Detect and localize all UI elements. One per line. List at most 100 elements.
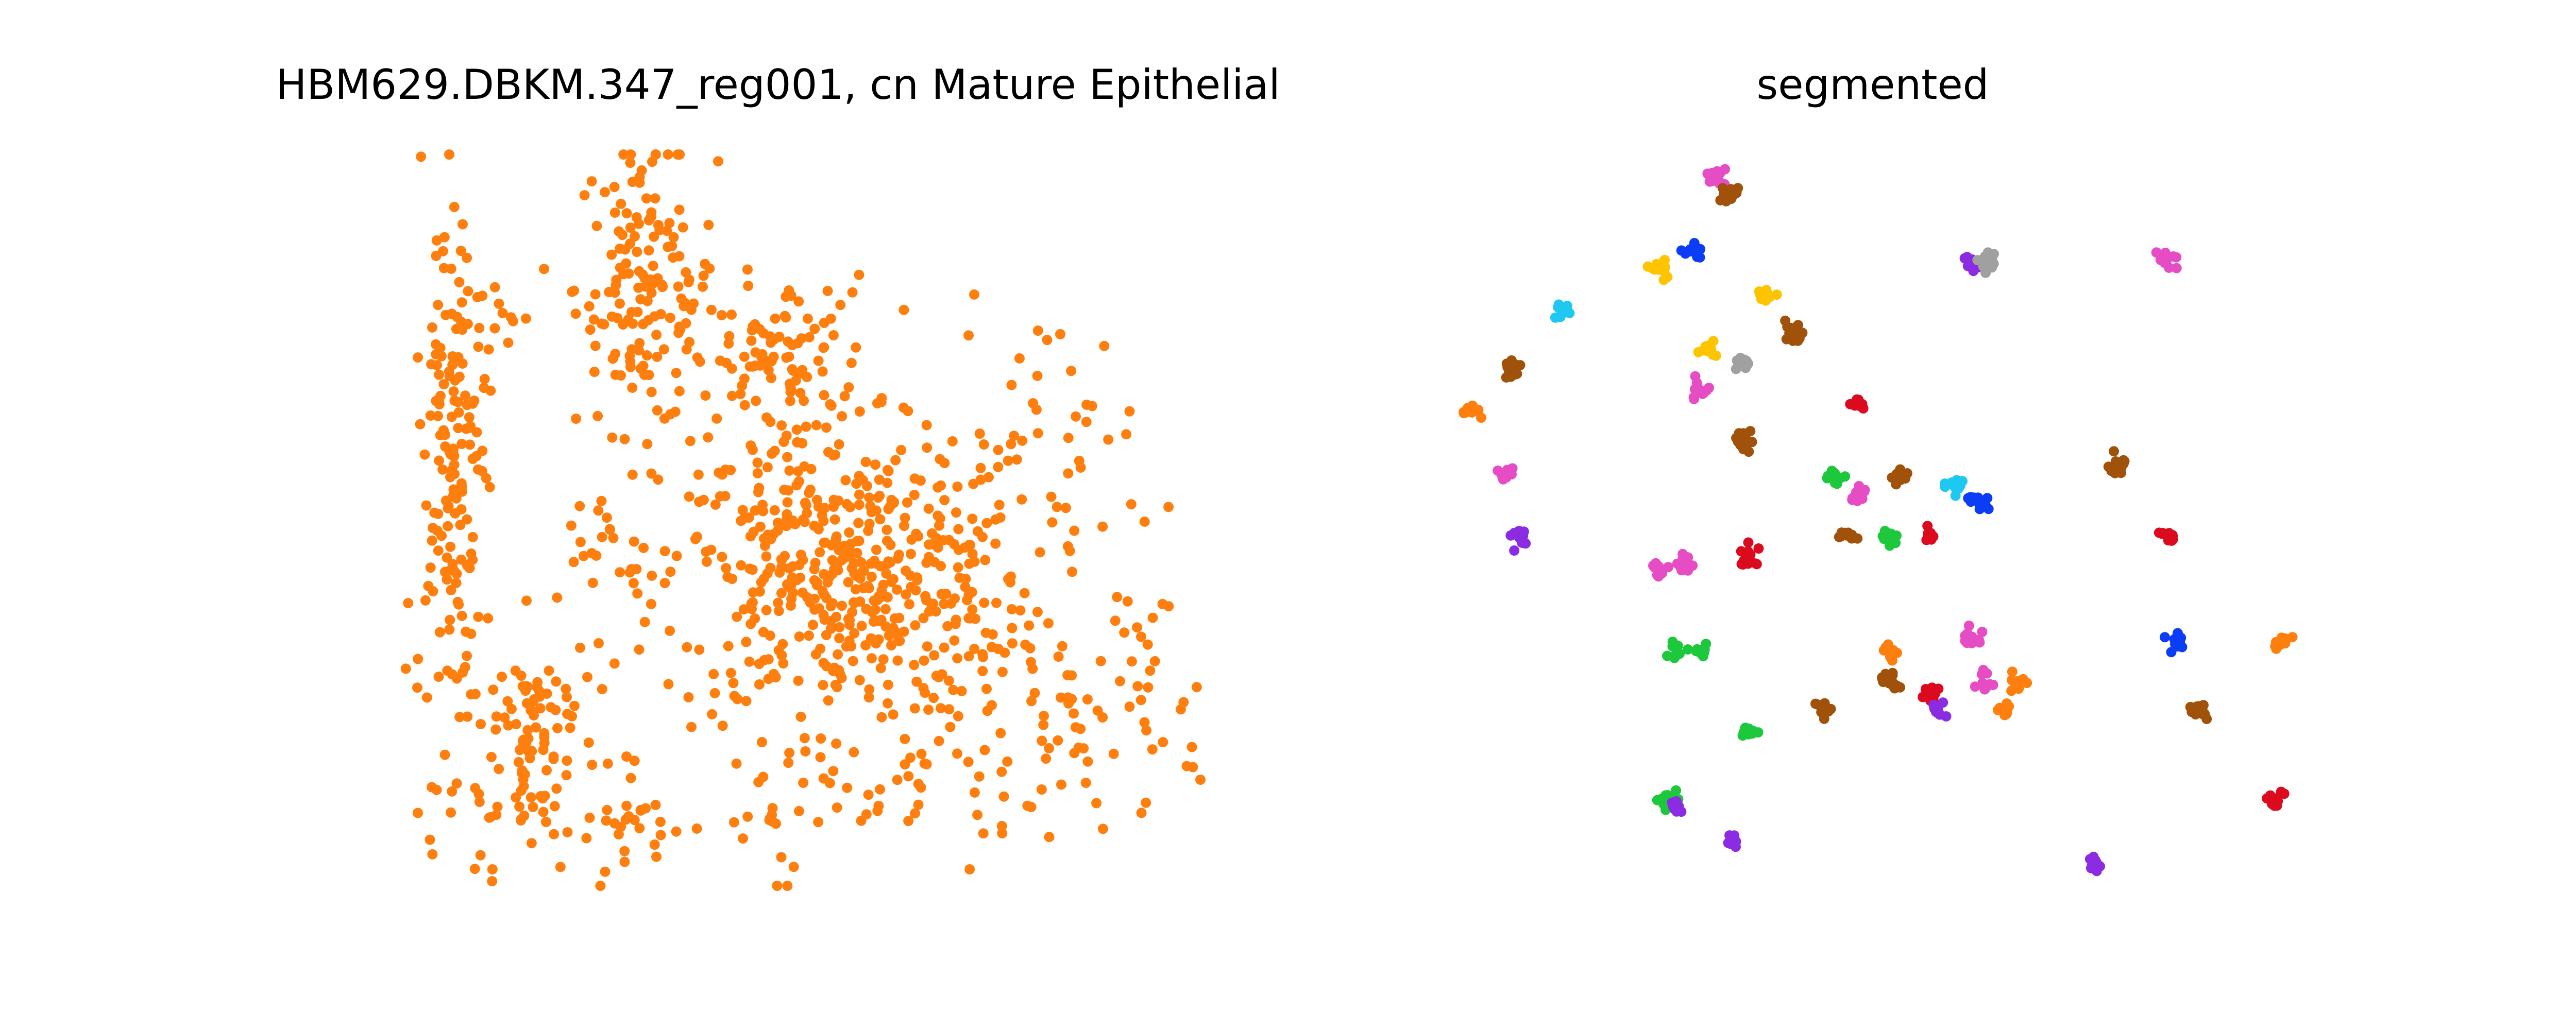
segment-point bbox=[1652, 570, 1663, 580]
scatter-point bbox=[866, 653, 877, 664]
scatter-point bbox=[691, 531, 702, 542]
scatter-point bbox=[847, 547, 858, 558]
scatter-point bbox=[839, 391, 850, 402]
scatter-point bbox=[521, 595, 532, 606]
scatter-point bbox=[776, 852, 787, 863]
scatter-point bbox=[602, 758, 613, 769]
scatter-point bbox=[1017, 435, 1028, 446]
scatter-point bbox=[491, 711, 502, 722]
scatter-point bbox=[511, 719, 521, 730]
scatter-point bbox=[636, 165, 647, 176]
scatter-point bbox=[721, 357, 732, 368]
segment-point bbox=[1667, 637, 1678, 647]
scatter-point bbox=[694, 356, 705, 367]
scatter-point bbox=[659, 413, 670, 424]
scatter-point bbox=[754, 483, 765, 493]
scatter-point bbox=[653, 474, 664, 485]
scatter-point bbox=[535, 791, 546, 801]
left-panel-title: HBM629.DBKM.347_reg001, cn Mature Epithe… bbox=[276, 61, 1280, 109]
segment-point bbox=[2275, 638, 2286, 649]
scatter-point bbox=[782, 497, 793, 508]
segment-point bbox=[2109, 446, 2119, 457]
scatter-point bbox=[621, 800, 632, 811]
scatter-point bbox=[694, 644, 705, 655]
scatter-point bbox=[713, 156, 723, 167]
scatter-point bbox=[490, 724, 501, 735]
scatter-point bbox=[863, 692, 874, 703]
scatter-point bbox=[736, 516, 747, 526]
scatter-point bbox=[486, 751, 497, 762]
segment-point bbox=[1707, 349, 1718, 360]
scatter-point bbox=[638, 319, 649, 330]
scatter-point bbox=[793, 296, 804, 307]
scatter-point bbox=[432, 360, 442, 371]
scatter-point bbox=[758, 771, 769, 782]
scatter-point bbox=[772, 881, 783, 891]
scatter-point bbox=[625, 222, 636, 233]
scatter-point bbox=[611, 280, 621, 290]
scatter-point bbox=[646, 598, 656, 609]
scatter-point bbox=[562, 827, 573, 837]
scatter-point bbox=[484, 812, 495, 823]
scatter-point bbox=[665, 566, 676, 577]
scatter-point bbox=[587, 760, 598, 770]
scatter-point bbox=[1066, 366, 1077, 376]
scatter-point bbox=[843, 577, 854, 588]
scatter-point bbox=[451, 578, 462, 588]
scatter-point bbox=[562, 756, 572, 766]
scatter-point bbox=[1063, 468, 1074, 479]
scatter-point bbox=[484, 482, 495, 492]
scatter-point bbox=[1006, 380, 1017, 390]
scatter-point bbox=[1005, 577, 1015, 588]
scatter-point bbox=[1042, 335, 1053, 346]
scatter-point bbox=[978, 439, 989, 450]
scatter-point bbox=[456, 610, 467, 621]
scatter-point bbox=[456, 439, 467, 449]
scatter-point bbox=[804, 332, 815, 342]
segment-point bbox=[1737, 356, 1748, 367]
scatter-point bbox=[1147, 744, 1158, 755]
scatter-point bbox=[1041, 753, 1052, 764]
scatter-point bbox=[772, 525, 783, 536]
scatter-point bbox=[619, 856, 630, 867]
scatter-point bbox=[743, 281, 754, 291]
scatter-point bbox=[777, 639, 788, 649]
scatter-point bbox=[832, 682, 842, 693]
scatter-point bbox=[668, 232, 679, 243]
scatter-point bbox=[819, 503, 830, 513]
scatter-point bbox=[691, 823, 702, 834]
scatter-point bbox=[978, 828, 989, 839]
scatter-point bbox=[601, 512, 612, 523]
scatter-point bbox=[771, 818, 781, 829]
scatter-point bbox=[744, 656, 755, 667]
scatter-point bbox=[462, 514, 472, 525]
scatter-point bbox=[861, 604, 872, 614]
segment-point bbox=[1671, 785, 1682, 796]
scatter-point bbox=[701, 556, 712, 567]
scatter-point bbox=[786, 290, 796, 301]
scatter-point bbox=[977, 649, 988, 660]
scatter-point bbox=[848, 597, 859, 608]
scatter-point bbox=[795, 550, 806, 560]
scatter-point bbox=[901, 565, 911, 576]
scatter-point bbox=[934, 735, 944, 746]
scatter-point bbox=[453, 423, 464, 434]
scatter-point bbox=[949, 635, 960, 646]
scatter-point bbox=[788, 862, 799, 872]
scatter-point bbox=[854, 489, 865, 500]
scatter-point bbox=[781, 514, 792, 525]
scatter-point bbox=[791, 424, 802, 435]
scatter-point bbox=[616, 198, 626, 209]
scatter-point bbox=[1064, 545, 1075, 556]
scatter-point bbox=[1026, 696, 1037, 707]
scatter-point bbox=[993, 644, 1004, 654]
scatter-point bbox=[994, 500, 1005, 510]
scatter-point bbox=[937, 669, 947, 680]
scatter-point bbox=[956, 685, 967, 696]
scatter-point bbox=[609, 182, 620, 193]
scatter-point bbox=[582, 672, 592, 682]
scatter-point bbox=[952, 653, 963, 664]
segment-point bbox=[1698, 386, 1708, 397]
scatter-point bbox=[804, 488, 815, 498]
